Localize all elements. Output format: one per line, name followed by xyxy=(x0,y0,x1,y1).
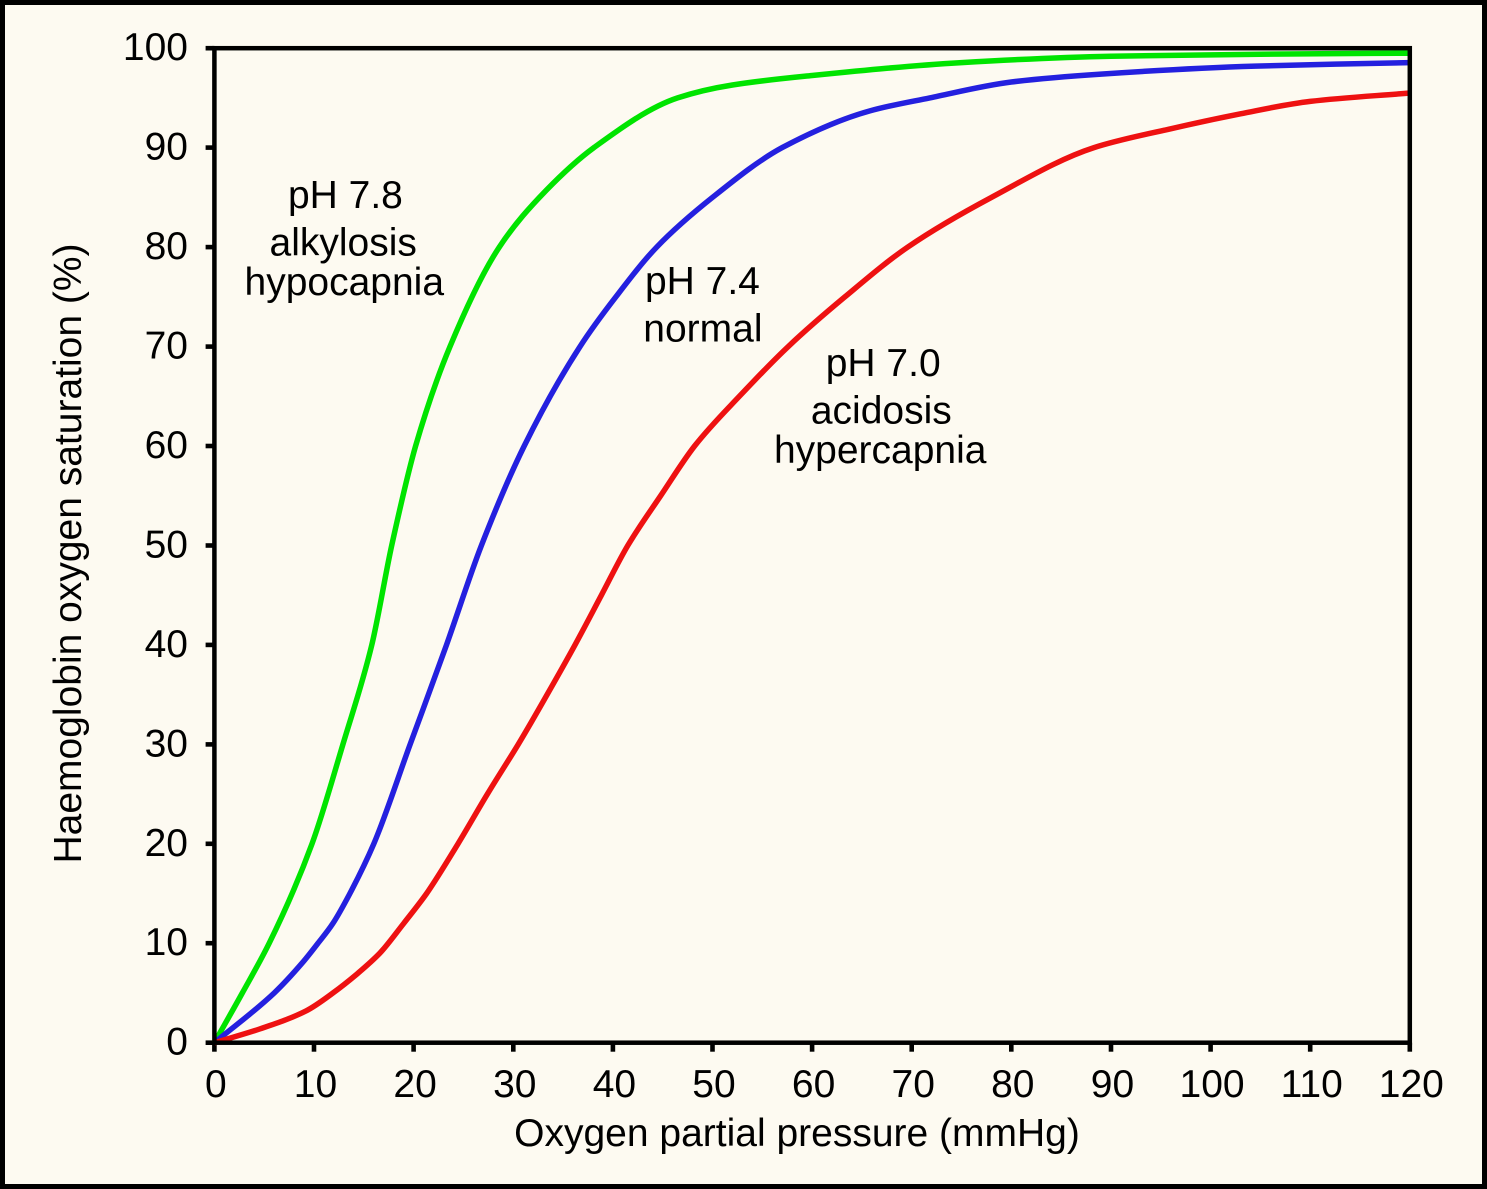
svg-text:90: 90 xyxy=(145,126,188,169)
svg-text:70: 70 xyxy=(145,325,188,368)
svg-text:30: 30 xyxy=(145,722,188,765)
svg-text:10: 10 xyxy=(145,921,188,964)
svg-text:50: 50 xyxy=(145,524,188,567)
svg-text:20: 20 xyxy=(393,1063,436,1106)
svg-text:30: 30 xyxy=(493,1063,536,1106)
svg-text:90: 90 xyxy=(1091,1063,1134,1106)
svg-text:40: 40 xyxy=(593,1063,636,1106)
svg-text:120: 120 xyxy=(1379,1063,1444,1106)
svg-text:40: 40 xyxy=(145,623,188,666)
svg-text:50: 50 xyxy=(692,1063,735,1106)
svg-text:Oxygen partial pressure (mmHg): Oxygen partial pressure (mmHg) xyxy=(514,1112,1080,1155)
svg-text:70: 70 xyxy=(892,1063,935,1106)
svg-text:110: 110 xyxy=(1281,1063,1343,1106)
svg-text:80: 80 xyxy=(145,225,188,268)
svg-text:10: 10 xyxy=(294,1063,337,1106)
svg-text:60: 60 xyxy=(145,424,188,467)
svg-text:normal: normal xyxy=(643,308,762,351)
svg-text:Haemoglobin oxygen saturation: Haemoglobin oxygen saturation (%) xyxy=(47,243,90,863)
svg-text:20: 20 xyxy=(145,822,188,865)
svg-text:pH 7.4: pH 7.4 xyxy=(645,260,760,303)
svg-text:alkylosis: alkylosis xyxy=(270,221,417,264)
svg-text:hypercapnia: hypercapnia xyxy=(774,429,987,472)
svg-text:acidosis: acidosis xyxy=(811,390,952,433)
svg-text:0: 0 xyxy=(166,1021,188,1064)
svg-text:60: 60 xyxy=(792,1063,835,1106)
svg-text:0: 0 xyxy=(205,1063,227,1106)
svg-text:100: 100 xyxy=(1180,1063,1245,1106)
svg-text:pH 7.8: pH 7.8 xyxy=(288,174,403,217)
svg-text:pH 7.0: pH 7.0 xyxy=(826,342,941,385)
svg-text:100: 100 xyxy=(123,26,188,69)
svg-text:80: 80 xyxy=(991,1063,1034,1106)
svg-text:hypocapnia: hypocapnia xyxy=(245,261,445,304)
